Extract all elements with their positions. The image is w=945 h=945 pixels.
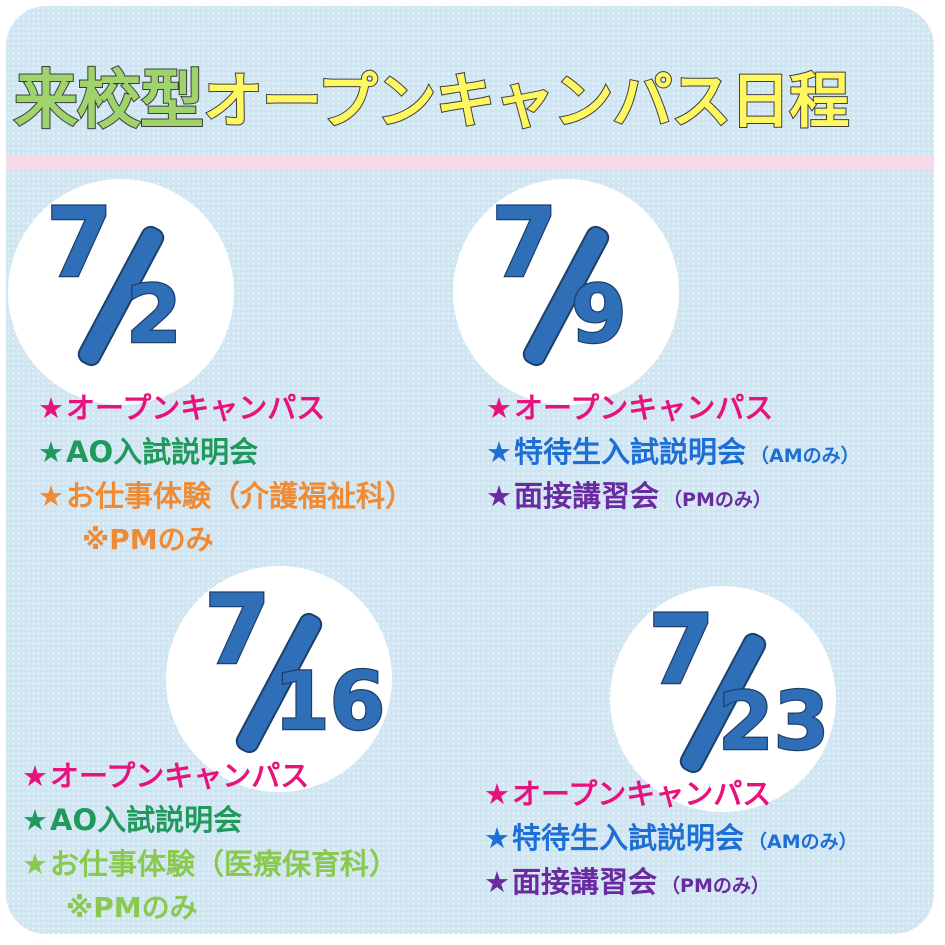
event-item: ★AO入試説明会 — [38, 430, 414, 474]
star-icon: ★ — [486, 479, 512, 513]
page-title: 来校型オープンキャンパス日程 — [13, 56, 934, 147]
event-list-2: ★オープンキャンパス ★AO入試説明会 ★お仕事体験（医療保育科） ※PMのみ — [22, 754, 398, 930]
date-badge: 7 9 — [453, 179, 679, 405]
event-item-label: オープンキャンパス — [50, 759, 310, 793]
event-item-label: オープンキャンパス — [514, 391, 774, 425]
date-badge: 7 23 — [610, 586, 836, 812]
event-list-1: ★オープンキャンパス ★特待生入試説明会 （AMのみ） ★面接講習会 （PMのみ） — [486, 386, 860, 518]
star-icon: ★ — [38, 435, 64, 469]
event-item-label: 特待生入試説明会 — [512, 821, 745, 855]
event-item: ★面接講習会 （PMのみ） — [486, 474, 860, 518]
date-month: 7 — [490, 187, 559, 299]
event-item: ★AO入試説明会 — [22, 798, 398, 842]
event-item-label: 面接講習会 — [514, 479, 660, 513]
star-icon: ★ — [22, 803, 48, 837]
date-month: 7 — [647, 594, 716, 706]
star-icon: ★ — [484, 821, 510, 855]
title-part-open-campus-schedule: オープンキャンパス日程 — [202, 66, 850, 138]
title-underline-band — [6, 156, 934, 170]
event-list-0: ★オープンキャンパス ★AO入試説明会 ★お仕事体験（介護福祉科） ※PMのみ — [38, 386, 414, 562]
event-sub-note: ※PMのみ — [82, 523, 214, 556]
event-item: ★オープンキャンパス — [38, 386, 414, 430]
date-circle-1: 7 9 — [453, 179, 679, 405]
star-icon: ★ — [22, 847, 48, 881]
date-day: 23 — [717, 675, 831, 768]
event-item: ★お仕事体験（介護福祉科） — [38, 474, 414, 518]
event-item: ★オープンキャンパス — [484, 772, 858, 816]
star-icon: ★ — [484, 777, 510, 811]
event-item-label: オープンキャンパス — [512, 777, 772, 811]
event-sub-note: ※PMのみ — [66, 891, 198, 924]
star-icon: ★ — [484, 865, 510, 899]
event-item-label: AO入試説明会 — [50, 803, 243, 837]
event-item-label: お仕事体験（医療保育科） — [50, 847, 399, 881]
date-day: 9 — [570, 268, 628, 361]
event-item-note: （PMのみ） — [663, 489, 772, 511]
event-list-3: ★オープンキャンパス ★特待生入試説明会 （AMのみ） ★面接講習会 （PMのみ） — [484, 772, 858, 904]
title-part-campus-visit: 来校型 — [13, 63, 205, 139]
event-item-note: （PMのみ） — [661, 875, 770, 897]
event-item: ★オープンキャンパス — [486, 386, 860, 430]
event-item: ★特待生入試説明会 （AMのみ） — [486, 430, 860, 474]
date-month: 7 — [203, 574, 272, 686]
star-icon: ★ — [486, 391, 512, 425]
event-item-label: オープンキャンパス — [66, 391, 326, 425]
date-circle-2: 7 16 — [166, 566, 392, 792]
date-badge: 7 2 — [8, 179, 234, 405]
date-month: 7 — [45, 187, 114, 299]
star-icon: ★ — [38, 479, 64, 513]
star-icon: ★ — [38, 391, 64, 425]
event-item: ★お仕事体験（医療保育科） — [22, 842, 398, 886]
event-item-label: 特待生入試説明会 — [514, 435, 747, 469]
star-icon: ★ — [22, 759, 48, 793]
event-item: ★オープンキャンパス — [22, 754, 398, 798]
date-circle-3: 7 23 — [610, 586, 836, 812]
event-item-note: （AMのみ） — [748, 831, 858, 853]
event-item-label: AO入試説明会 — [66, 435, 259, 469]
event-item: ★面接講習会 （PMのみ） — [484, 860, 858, 904]
date-circle-0: 7 2 — [8, 179, 234, 405]
date-badge: 7 16 — [166, 566, 392, 792]
date-day: 16 — [273, 655, 387, 748]
date-day: 2 — [125, 268, 183, 361]
poster-card: 来校型オープンキャンパス日程 7 2 ★オープンキャンパス ★AO入試説明会 ★… — [6, 6, 934, 934]
event-item: ★特待生入試説明会 （AMのみ） — [484, 816, 858, 860]
event-item-note: （AMのみ） — [750, 445, 860, 467]
event-item-label: お仕事体験（介護福祉科） — [66, 479, 415, 513]
event-item-label: 面接講習会 — [512, 865, 658, 899]
star-icon: ★ — [486, 435, 512, 469]
